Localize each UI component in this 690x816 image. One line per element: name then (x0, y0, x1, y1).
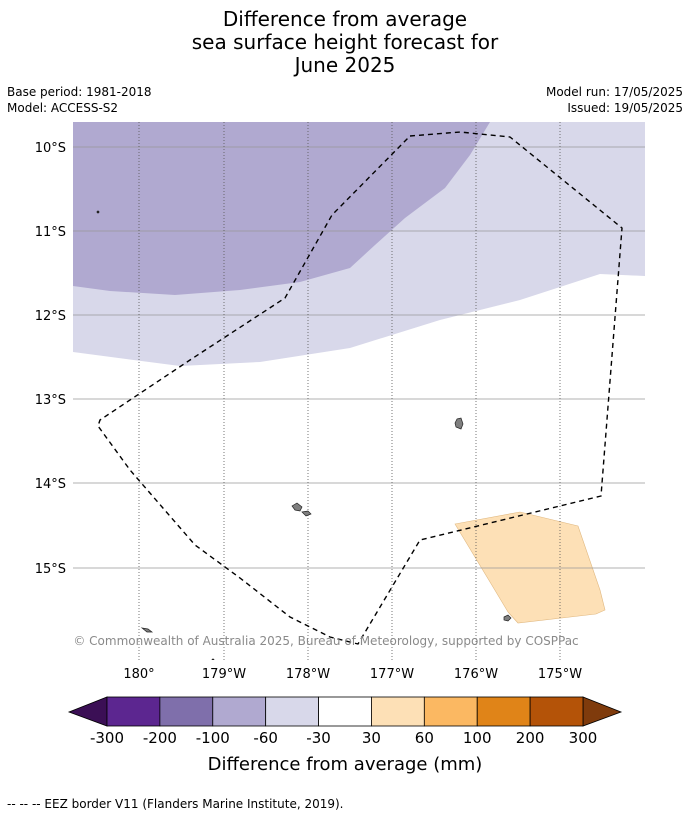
lon-label: 179°W (202, 667, 246, 682)
island-south (503, 614, 512, 622)
lat-label: 12°S (35, 309, 66, 324)
colorbar-label: Difference from average (mm) (208, 754, 483, 775)
base-period: Base period: 1981-2018 (7, 85, 152, 99)
colorbar-tick-label: -200 (143, 729, 177, 747)
lat-label: 15°S (35, 562, 66, 577)
island-west-small (301, 510, 312, 517)
colorbar-segment (159, 696, 214, 727)
meta-left: Base period: 1981-2018 Model: ACCESS-S2 (7, 84, 152, 116)
lon-label: 178°W (286, 667, 330, 682)
island-north-dot (96, 210, 100, 214)
colorbar-tick-label: -30 (306, 729, 331, 747)
lat-gridlines (73, 146, 645, 569)
title-line-3: June 2025 (294, 53, 396, 77)
colorbar-segment (423, 696, 478, 727)
copyright-notice: © Commonwealth of Australia 2025, Bureau… (73, 634, 578, 648)
island-west (291, 502, 303, 512)
model-run: Model run: 17/05/2025 (545, 85, 683, 99)
issued-date: Issued: 19/05/2025 (567, 101, 683, 115)
island-southwest (140, 627, 154, 633)
lon-label: 175°W (538, 667, 582, 682)
meta-right: Model run: 17/05/2025 Issued: 19/05/2025 (546, 84, 683, 116)
colorbar-segment (476, 696, 531, 727)
colorbar-tick-label: 60 (415, 729, 434, 747)
lat-labels: 10°S 11°S 12°S 13°S 14°S 15°S (35, 141, 66, 577)
colorbar-tick-label: -60 (253, 729, 278, 747)
lat-label: 10°S (35, 141, 66, 156)
colorbar-segment (106, 696, 161, 727)
colorbar-over-arrow (582, 696, 623, 727)
chart-title: Difference from average sea surface heig… (0, 8, 690, 77)
title-line-2: sea surface height forecast for (191, 30, 499, 54)
colorbar-segment (318, 696, 372, 727)
lat-label: 14°S (35, 477, 66, 492)
colorbar-tick-label: 300 (569, 729, 598, 747)
colorbar-tick-label: 100 (463, 729, 492, 747)
colorbar-segments (106, 696, 584, 727)
colorbar: -300 -200 -100 -60 -30 30 60 100 200 300 Differen… (67, 696, 623, 775)
colorbar-under-arrow (67, 696, 108, 727)
colorbar-tick-label: 30 (362, 729, 381, 747)
colorbar-segment (265, 696, 319, 727)
lat-label: 11°S (35, 225, 66, 240)
islands (96, 210, 512, 660)
colorbar-tick-labels: -300 -200 -100 -60 -30 30 60 100 200 300 (90, 729, 597, 747)
colorbar-tick-label: 200 (516, 729, 545, 747)
lon-labels: 180° 179°W 178°W 177°W 176°W 175°W (123, 667, 582, 682)
anomaly-region-neg-100-60 (73, 122, 490, 295)
island-east (454, 417, 464, 430)
lat-label: 13°S (35, 393, 66, 408)
colorbar-segment (529, 696, 584, 727)
title-line-1: Difference from average (222, 7, 468, 31)
model-name: Model: ACCESS-S2 (7, 101, 119, 115)
eez-border (97, 131, 623, 645)
lon-label: 176°W (454, 667, 498, 682)
lon-label: 177°W (370, 667, 414, 682)
colorbar-segment (371, 696, 425, 727)
eez-source-note: -- -- -- EEZ border V11 (Flanders Marine… (7, 797, 344, 811)
colorbar-tick-label: -100 (196, 729, 230, 747)
map-area: © Commonwealth of Australia 2025, Bureau… (73, 122, 645, 660)
anomaly-region-pos-30-60 (454, 511, 606, 624)
colorbar-segment (212, 696, 267, 727)
colorbar-tick-label: -300 (90, 729, 124, 747)
island-bottom-dot (211, 658, 215, 660)
lon-label: 180° (123, 667, 154, 682)
